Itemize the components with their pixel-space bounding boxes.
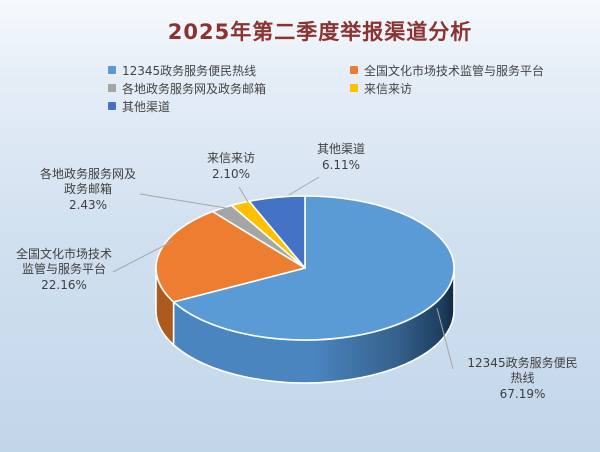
- callout-12345-hotline: 12345政务服务便民 热线 67.19%: [440, 356, 600, 402]
- callout-percent: 2.43%: [68, 198, 108, 212]
- callout-letters-visits: 来信来访 2.10%: [189, 151, 273, 182]
- callout-other-channels: 其他渠道 6.11%: [297, 142, 385, 173]
- pie-slice-0[interactable]: [172, 195, 455, 341]
- legend-item-other-channels[interactable]: 其他渠道: [108, 98, 170, 114]
- legend-item-gov-web-mail[interactable]: 各地政务服务网及政务邮箱: [108, 80, 266, 96]
- legend-swatch-icon: [350, 66, 358, 74]
- legend-swatch-icon: [350, 84, 358, 92]
- pie-slice-1[interactable]: [155, 210, 306, 303]
- callout-gov-web-mail: 各地政务服务网及 政务邮箱 2.43%: [18, 167, 158, 213]
- leader-line-4: [288, 176, 320, 196]
- legend-item-national-platform[interactable]: 全国文化市场技术监管与服务平台: [350, 62, 544, 78]
- callout-label: 其他渠道: [316, 142, 365, 156]
- legend-swatch-icon: [108, 66, 116, 74]
- callout-label: 来信来访: [206, 151, 255, 165]
- callout-percent: 22.16%: [41, 278, 87, 292]
- legend-item-12345-hotline[interactable]: 12345政务服务便民热线: [108, 62, 256, 78]
- leader-line-0: [436, 307, 454, 370]
- chart-title: 2025年第二季度举报渠道分析: [167, 20, 473, 44]
- leader-line-3: [238, 186, 249, 203]
- legend-label: 全国文化市场技术监管与服务平台: [364, 63, 545, 78]
- legend-swatch-icon: [108, 102, 116, 110]
- legend-label: 其他渠道: [122, 99, 171, 114]
- callout-label: 各地政务服务网及 政务邮箱: [39, 167, 136, 196]
- callout-label: 全国文化市场技术 监管与服务平台: [15, 247, 112, 276]
- callout-percent: 6.11%: [321, 158, 361, 172]
- callout-percent: 67.19%: [499, 387, 546, 401]
- pie-slice-4[interactable]: [248, 195, 306, 269]
- legend-swatch-icon: [108, 84, 116, 92]
- callout-percent: 2.10%: [211, 167, 251, 181]
- legend-item-letters-visits[interactable]: 来信来访: [350, 80, 412, 96]
- callout-national-platform: 全国文化市场技术 监管与服务平台 22.16%: [0, 247, 128, 293]
- leader-line-1: [112, 240, 174, 273]
- callout-label: 12345政务服务便民 热线: [467, 356, 578, 385]
- legend-label: 各地政务服务网及政务邮箱: [122, 81, 267, 96]
- legend-label: 来信来访: [364, 81, 413, 96]
- legend-label: 12345政务服务便民热线: [122, 63, 257, 78]
- leader-line-2: [139, 193, 227, 209]
